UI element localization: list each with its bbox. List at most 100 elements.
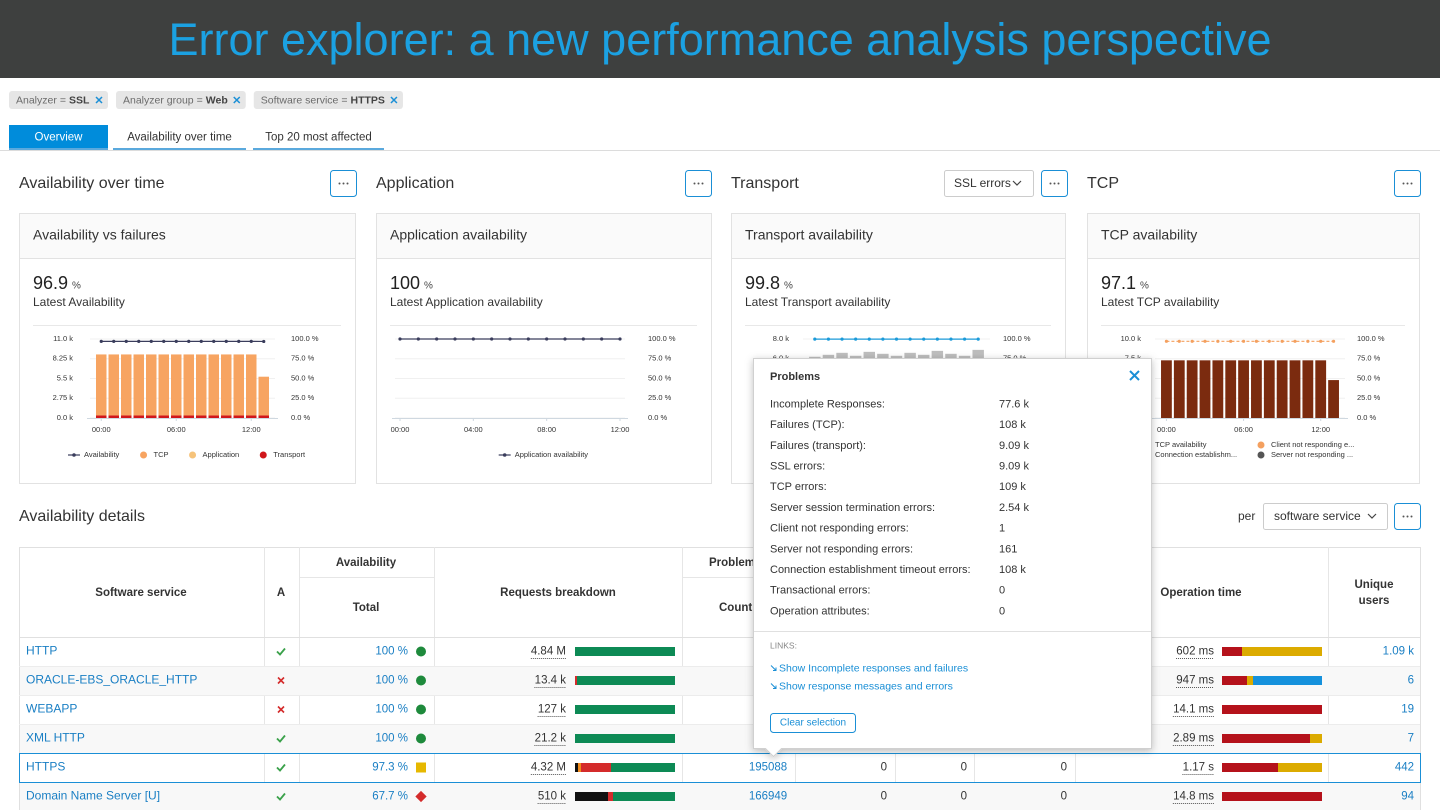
indicator <box>415 790 427 803</box>
breakdown-segment <box>608 792 613 801</box>
dropdown[interactable]: SSL errors <box>944 170 1034 197</box>
dropdown[interactable]: software service <box>1263 503 1388 530</box>
tab-divider <box>0 150 1440 151</box>
header-title: Error explorer: a new performance analys… <box>169 14 1272 65</box>
service-link[interactable]: HTTP <box>26 644 57 658</box>
service-link[interactable]: ORACLE-EBS_ORACLE_HTTP <box>26 673 197 687</box>
line-point <box>1280 339 1284 343</box>
status-error <box>277 676 285 685</box>
service-link[interactable]: WEBAPP <box>26 702 77 716</box>
card-header <box>377 214 711 258</box>
requests: 510 k <box>538 791 566 803</box>
breakdown-segment <box>575 705 675 714</box>
tab-bg <box>113 125 246 150</box>
bar <box>1161 360 1172 418</box>
popup-link[interactable]: Show response messages and errors <box>779 680 953 692</box>
breakdown-segment <box>1222 763 1278 772</box>
section-title: TCP <box>1087 175 1119 192</box>
problem-label: Server session termination errors: <box>770 502 935 514</box>
legend-dot <box>259 451 267 459</box>
bar <box>1328 380 1339 418</box>
card-title: Transport availability <box>745 227 873 243</box>
bar <box>146 354 157 416</box>
problem-value: 108 k <box>999 419 1026 431</box>
legend-label: Application <box>203 450 240 459</box>
problem-label: Connection establishment timeout errors: <box>770 564 971 576</box>
legend-item: Transport <box>259 450 306 459</box>
chevron <box>1367 513 1377 519</box>
service-link[interactable]: HTTPS <box>26 760 65 774</box>
chevron <box>1012 180 1022 186</box>
bar <box>183 354 194 416</box>
popup-title: Problems <box>770 371 820 383</box>
service-link[interactable]: XML HTTP <box>26 731 85 745</box>
line-point <box>1164 339 1169 343</box>
more-button[interactable] <box>1394 503 1421 530</box>
card-value: 96.9 <box>33 273 68 293</box>
problem-count[interactable]: 195088 <box>749 762 787 774</box>
service-link[interactable]: Domain Name Server [U] <box>26 789 160 803</box>
status-error <box>277 705 285 714</box>
bar <box>258 376 269 416</box>
chip-op: = <box>341 94 347 106</box>
more-button[interactable] <box>1041 170 1068 197</box>
line-point <box>1306 339 1310 343</box>
chip-remove[interactable] <box>233 96 241 104</box>
popup-link[interactable]: Show Incomplete responses and failures <box>779 662 968 674</box>
popup-box <box>753 358 1152 758</box>
tab[interactable]: Availability over time <box>113 125 246 150</box>
chip-remove[interactable] <box>95 96 103 104</box>
more-button[interactable] <box>685 170 712 197</box>
x-tick-label: 08:00 <box>537 425 556 434</box>
line-point <box>908 337 912 341</box>
problem-count[interactable]: 166949 <box>749 791 787 803</box>
line-point <box>237 339 241 343</box>
line-point <box>416 337 420 341</box>
tab-underline <box>253 148 384 150</box>
filter-chip[interactable]: Analyzer group = Web <box>116 91 246 109</box>
bar <box>96 354 107 416</box>
x-tick-label: 12:00 <box>1311 425 1330 434</box>
column-header: Unique <box>1355 579 1394 591</box>
problem-value: 77.6 k <box>999 398 1029 410</box>
breakdown-segment <box>575 734 675 743</box>
tab-bg <box>253 125 384 150</box>
popup-close[interactable] <box>1129 370 1140 381</box>
bar <box>121 354 132 416</box>
chip-remove[interactable] <box>390 96 398 104</box>
problem-cell: 0 <box>881 762 887 774</box>
y2-tick-label: 75.0 % <box>291 354 315 363</box>
more-button[interactable] <box>330 170 357 197</box>
column-header: Operation time <box>1160 587 1241 599</box>
legend: Availability TCP Application Transport <box>68 450 306 459</box>
legend-dot <box>502 453 507 457</box>
line-point <box>1293 339 1297 343</box>
filter-chip[interactable]: Software service = HTTPS <box>253 91 403 109</box>
status-ok <box>276 647 286 656</box>
requests: 21.2 k <box>535 733 567 745</box>
tab-label: Availability over time <box>127 132 232 144</box>
legend: Application availability <box>498 450 588 459</box>
filter-chip[interactable]: Analyzer = SSL <box>9 91 109 109</box>
section-title: Transport <box>731 175 799 192</box>
problem-label: Transactional errors: <box>770 585 870 597</box>
breakdown-segment <box>1278 763 1322 772</box>
legend-item: Server not responding ... <box>1257 450 1353 459</box>
bar <box>1251 360 1262 418</box>
tab[interactable]: Top 20 most affected <box>253 125 384 150</box>
line-point <box>187 339 191 343</box>
row-selection <box>19 753 1421 783</box>
line-point <box>112 339 116 343</box>
dot <box>1406 182 1409 185</box>
clear-selection-button[interactable]: Clear selection <box>770 713 856 733</box>
y2-tick-label: 50.0 % <box>648 373 672 382</box>
line-point <box>1254 339 1259 343</box>
y2-tick-label: 100.0 % <box>291 334 319 343</box>
tab[interactable]: Overview <box>9 125 108 150</box>
requests: 13.4 k <box>535 675 567 687</box>
bar <box>196 415 207 418</box>
breakdown-segment <box>611 763 675 772</box>
more-button[interactable] <box>1394 170 1421 197</box>
y-tick-label: 0.0 k <box>57 413 74 422</box>
line-point <box>149 339 153 343</box>
